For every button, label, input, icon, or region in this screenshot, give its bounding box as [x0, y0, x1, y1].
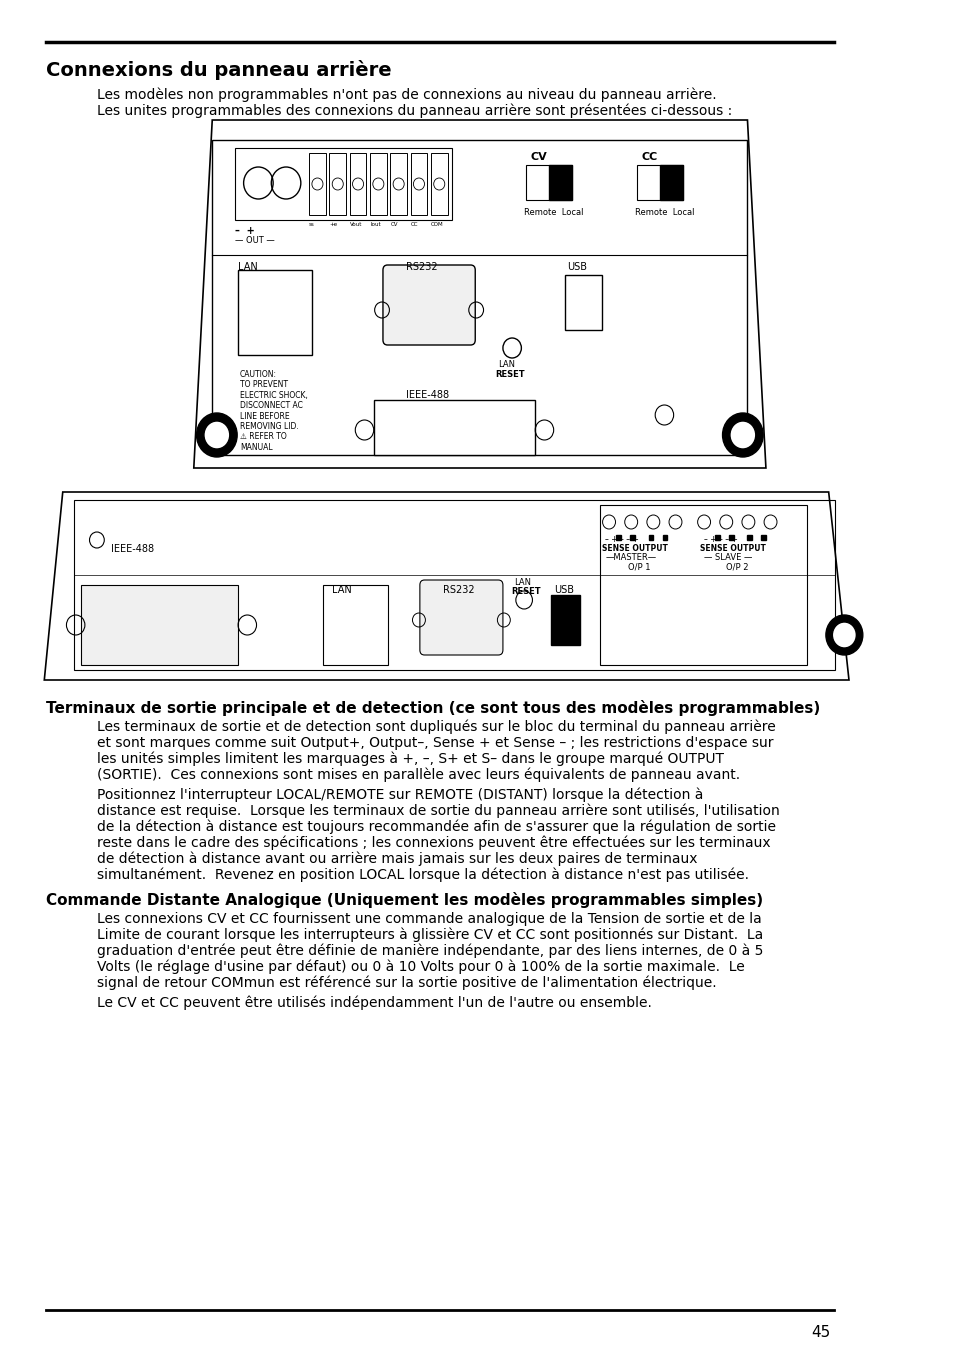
Text: distance est requise.  Lorsque les terminaux de sortie du panneau arrière sont u: distance est requise. Lorsque les termin… — [97, 804, 779, 819]
Text: Limite de courant lorsque les interrupteurs à glissière CV et CC sont positionné: Limite de courant lorsque les interrupte… — [97, 928, 762, 943]
Text: LAN: LAN — [497, 359, 515, 369]
Bar — [550, 594, 579, 644]
Text: — SLAVE —: — SLAVE — — [703, 553, 752, 562]
Text: LAN: LAN — [514, 578, 531, 586]
Circle shape — [196, 413, 237, 457]
Text: de la détection à distance est toujours recommandée afin de s'assurer que la rég: de la détection à distance est toujours … — [97, 820, 775, 835]
Circle shape — [729, 422, 755, 449]
Bar — [73, 500, 834, 670]
Bar — [212, 141, 747, 455]
Bar — [323, 585, 387, 665]
Bar — [81, 585, 238, 665]
Text: simultanément.  Revenez en position LOCAL lorsque la détection à distance n'est : simultanément. Revenez en position LOCAL… — [97, 867, 748, 882]
Text: LAN: LAN — [332, 585, 352, 594]
Bar — [350, 153, 366, 215]
Text: et sont marques comme suit Output+, Output–, Sense + et Sense – ; les restrictio: et sont marques comme suit Output+, Outp… — [97, 736, 773, 750]
Bar — [370, 153, 386, 215]
Bar — [662, 535, 666, 540]
Bar — [390, 153, 407, 215]
Text: –  +: – + — [235, 226, 254, 236]
Bar — [599, 505, 806, 665]
Text: ss: ss — [309, 222, 314, 227]
Circle shape — [204, 422, 230, 449]
Bar — [630, 535, 634, 540]
Text: Terminaux de sortie principale et de detection (ce sont tous des modèles program: Terminaux de sortie principale et de det… — [46, 700, 820, 716]
Text: reste dans le cadre des spécifications ; les connexions peuvent être effectuées : reste dans le cadre des spécifications ;… — [97, 836, 770, 851]
Bar — [410, 153, 427, 215]
Text: RS232: RS232 — [442, 585, 474, 594]
Text: SENSE OUTPUT: SENSE OUTPUT — [601, 544, 667, 553]
Text: CAUTION:
TO PREVENT
ELECTRIC SHOCK,
DISCONNECT AC
LINE BEFORE
REMOVING LID.
⚠ RE: CAUTION: TO PREVENT ELECTRIC SHOCK, DISC… — [239, 370, 308, 451]
Bar — [728, 535, 733, 540]
Circle shape — [831, 621, 856, 648]
Text: Connexions du panneau arrière: Connexions du panneau arrière — [46, 59, 392, 80]
Text: O/P 2: O/P 2 — [725, 563, 748, 571]
Text: Les connexions CV et CC fournissent une commande analogique de la Tension de sor: Les connexions CV et CC fournissent une … — [97, 912, 760, 925]
Bar — [760, 535, 765, 540]
Text: Les unites programmables des connexions du panneau arrière sont présentées ci-de: Les unites programmables des connexions … — [97, 104, 731, 119]
Text: Les modèles non programmables n'ont pas de connexions au niveau du panneau arriè: Les modèles non programmables n'ont pas … — [97, 88, 716, 103]
Text: CC: CC — [410, 222, 417, 227]
Bar — [374, 400, 535, 455]
Bar — [525, 165, 572, 200]
Text: 45: 45 — [810, 1325, 830, 1340]
Text: de détection à distance avant ou arrière mais jamais sur les deux paires de term: de détection à distance avant ou arrière… — [97, 852, 697, 866]
Text: (SORTIE).  Ces connexions sont mises en parallèle avec leurs équivalents de pann: (SORTIE). Ces connexions sont mises en p… — [97, 767, 740, 782]
Bar — [659, 165, 682, 200]
Bar — [648, 535, 653, 540]
Text: Vout: Vout — [350, 222, 362, 227]
Text: RESET: RESET — [495, 370, 524, 380]
Text: Positionnez l'interrupteur LOCAL/REMOTE sur REMOTE (DISTANT) lorsque la détectio: Positionnez l'interrupteur LOCAL/REMOTE … — [97, 788, 702, 802]
Text: O/P 1: O/P 1 — [627, 563, 649, 571]
Text: Remote  Local: Remote Local — [523, 208, 583, 218]
Bar — [238, 270, 312, 355]
Text: — OUT —: — OUT — — [235, 236, 274, 245]
Text: Volts (le réglage d'usine par défaut) ou 0 à 10 Volts pour 0 à 100% de la sortie: Volts (le réglage d'usine par défaut) ou… — [97, 961, 744, 974]
Text: USB: USB — [567, 262, 587, 272]
Bar — [431, 153, 447, 215]
FancyBboxPatch shape — [382, 265, 475, 345]
Text: USB: USB — [553, 585, 573, 594]
Text: Les terminaux de sortie et de detection sont dupliqués sur le bloc du terminal d: Les terminaux de sortie et de detection … — [97, 720, 775, 735]
Bar — [235, 149, 452, 220]
Bar — [564, 276, 601, 330]
Text: LAN: LAN — [238, 262, 257, 272]
Text: RS232: RS232 — [406, 262, 437, 272]
Bar — [309, 153, 325, 215]
Text: les unités simples limitent les marquages à +, –, S+ et S– dans le groupe marqué: les unités simples limitent les marquage… — [97, 753, 723, 766]
Bar — [636, 165, 682, 200]
Text: IEEE-488: IEEE-488 — [406, 390, 449, 400]
Text: IEEE-488: IEEE-488 — [111, 544, 153, 554]
Text: Le CV et CC peuvent être utilisés indépendamment l'un de l'autre ou ensemble.: Le CV et CC peuvent être utilisés indépe… — [97, 996, 651, 1011]
Text: SENSE OUTPUT: SENSE OUTPUT — [700, 544, 765, 553]
Circle shape — [825, 615, 862, 655]
FancyBboxPatch shape — [419, 580, 502, 655]
Bar — [616, 535, 620, 540]
Text: Iout: Iout — [370, 222, 380, 227]
Bar — [715, 535, 719, 540]
Text: – + – – +: – + – – + — [605, 535, 639, 544]
Bar — [329, 153, 346, 215]
Text: graduation d'entrée peut être définie de manière indépendante, par des liens int: graduation d'entrée peut être définie de… — [97, 944, 762, 958]
Bar — [549, 165, 572, 200]
Circle shape — [721, 413, 762, 457]
Text: RESET: RESET — [511, 586, 540, 596]
Text: CV: CV — [530, 153, 547, 162]
Text: CC: CC — [640, 153, 657, 162]
Text: Remote  Local: Remote Local — [634, 208, 694, 218]
Text: signal de retour COMmun est référencé sur la sortie positive de l'alimentation é: signal de retour COMmun est référencé su… — [97, 975, 716, 990]
Text: – + – – +: – + – – + — [703, 535, 738, 544]
Text: CV: CV — [390, 222, 397, 227]
Text: COM: COM — [431, 222, 443, 227]
Text: Commande Distante Analogique (Uniquement les modèles programmables simples): Commande Distante Analogique (Uniquement… — [46, 892, 762, 908]
Text: +e: +e — [329, 222, 337, 227]
Text: —MASTER—: —MASTER— — [605, 553, 656, 562]
Bar — [747, 535, 751, 540]
